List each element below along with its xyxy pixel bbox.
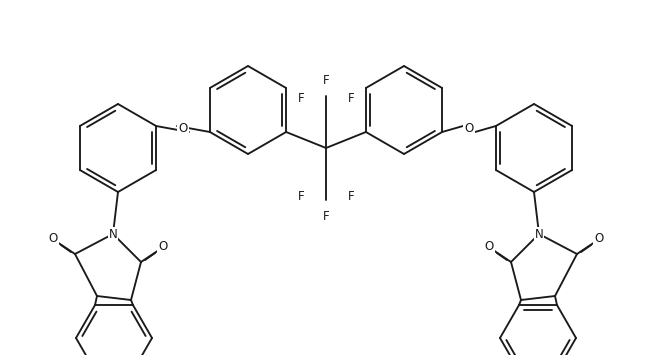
Text: F: F [298,93,304,105]
Text: O: O [179,122,188,136]
Text: N: N [535,228,543,240]
Text: F: F [348,93,354,105]
Text: O: O [464,122,473,136]
Text: F: F [298,191,304,203]
Text: F: F [323,73,329,87]
Text: N: N [109,228,117,240]
Text: O: O [595,233,604,246]
Text: F: F [348,191,354,203]
Text: O: O [158,240,168,253]
Text: O: O [484,240,494,253]
Text: O: O [48,233,57,246]
Text: F: F [323,209,329,223]
